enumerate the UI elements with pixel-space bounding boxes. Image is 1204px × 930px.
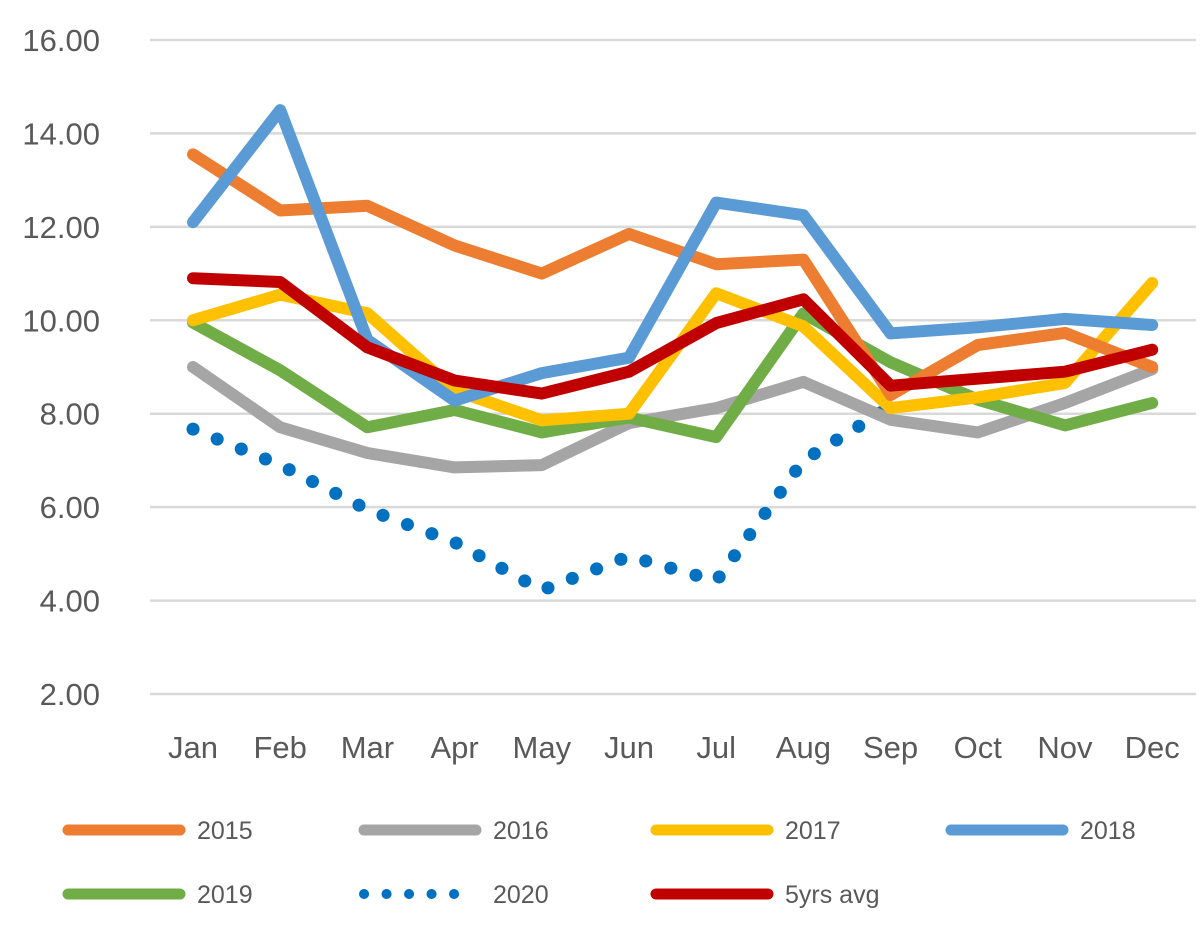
legend-label: 2019	[197, 881, 253, 909]
x-tick-label: Feb	[253, 730, 306, 765]
y-tick-label: 6.00	[40, 490, 100, 525]
gridlines	[150, 38, 1196, 696]
legend-label: 2015	[197, 817, 253, 845]
x-tick-label: Mar	[341, 730, 394, 765]
x-tick-label: Nov	[1037, 730, 1093, 765]
y-tick-label: 10.00	[22, 303, 100, 338]
legend-item: 2018	[945, 817, 1136, 845]
x-axis-tick-labels: Jan Feb Mar Apr May Jun Jul Aug Sep Oct Nov Dec	[168, 730, 1180, 765]
legend-item: 5yrs avg	[650, 881, 879, 909]
legend-label: 5yrs avg	[785, 881, 879, 909]
series-2016	[187, 361, 1159, 474]
series-line	[187, 272, 1159, 400]
series-lines	[186, 104, 1159, 597]
legend-label: 2018	[1080, 817, 1136, 845]
y-axis-tick-labels: 2.00 4.00 6.00 8.00 10.00 12.00 14.00 16.00	[22, 23, 100, 712]
y-tick-label: 12.00	[22, 210, 100, 245]
legend: 2015 2016 2017 2018 2019 2020 5yrs avg	[62, 817, 1136, 909]
series-line	[186, 400, 898, 597]
legend-item: 2017	[650, 817, 841, 845]
series-line	[187, 307, 1159, 444]
series-line	[187, 361, 1159, 474]
series-2015	[187, 148, 1159, 401]
x-tick-label: Oct	[954, 730, 1003, 765]
y-tick-label: 8.00	[40, 397, 100, 432]
y-tick-label: 14.00	[22, 116, 100, 151]
x-tick-label: Jun	[604, 730, 654, 765]
series-2020	[186, 400, 898, 597]
x-tick-label: Jul	[696, 730, 736, 765]
y-tick-label: 2.00	[40, 677, 100, 712]
x-tick-label: Aug	[776, 730, 831, 765]
y-tick-label: 16.00	[22, 23, 100, 58]
x-tick-label: Sep	[863, 730, 918, 765]
series-2019	[187, 307, 1159, 444]
legend-label: 2020	[493, 881, 549, 909]
legend-item: 2020	[359, 881, 549, 909]
legend-label: 2016	[493, 817, 549, 845]
series-line	[187, 104, 1159, 407]
x-tick-label: Apr	[430, 730, 478, 765]
legend-item: 2016	[358, 817, 549, 845]
legend-item: 2019	[62, 881, 253, 909]
x-tick-label: May	[513, 730, 572, 765]
series-2018	[187, 104, 1159, 407]
series-5yrs-avg	[187, 272, 1159, 400]
legend-label: 2017	[785, 817, 841, 845]
x-tick-label: Dec	[1125, 730, 1180, 765]
series-line	[187, 148, 1159, 401]
legend-item: 2015	[62, 817, 253, 845]
y-tick-label: 4.00	[40, 584, 100, 619]
x-tick-label: Jan	[168, 730, 218, 765]
